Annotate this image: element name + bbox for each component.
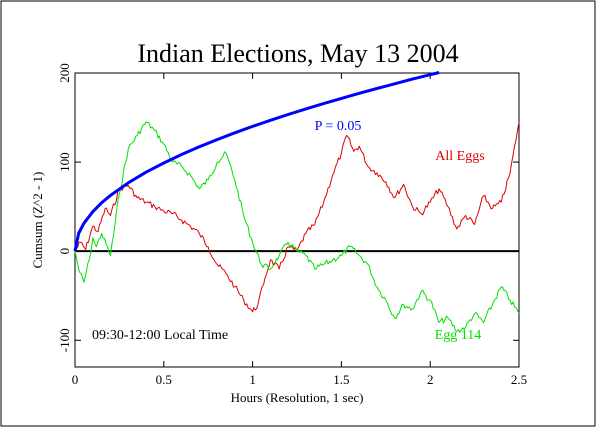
- y-tick-label: 200: [57, 63, 72, 83]
- x-tick-label: 0: [72, 372, 79, 387]
- time-window-label: 09:30-12:00 Local Time: [92, 328, 228, 343]
- chart-title: Indian Elections, May 13 2004: [137, 39, 458, 68]
- y-axis-label: Cumsum (Z^2 - 1): [30, 172, 45, 269]
- plot-area: [74, 72, 520, 368]
- x-axis-label: Hours (Resolution, 1 sec): [231, 390, 364, 405]
- x-tick-label: 1.5: [333, 372, 349, 387]
- all-eggs-label: All Eggs: [435, 149, 484, 164]
- series-line-p-0-05: [73, 71, 440, 252]
- x-tick-label: 2.5: [511, 372, 527, 387]
- egg-114-label: Egg 114: [435, 328, 482, 343]
- y-tick-label: 0: [57, 248, 72, 255]
- series-line-egg-114: [74, 121, 520, 333]
- y-tick-label: -100: [57, 328, 72, 352]
- axis-ticks: 0 0.5 1 1.5 2 2.5 -100 0 100 200: [57, 63, 527, 387]
- x-tick-label: 0.5: [156, 372, 172, 387]
- y-tick-label: 100: [57, 152, 72, 172]
- x-tick-label: 2: [427, 372, 434, 387]
- p-value-label: P = 0.05: [315, 119, 362, 134]
- series-lines: [73, 71, 520, 333]
- x-tick-label: 1: [249, 372, 256, 387]
